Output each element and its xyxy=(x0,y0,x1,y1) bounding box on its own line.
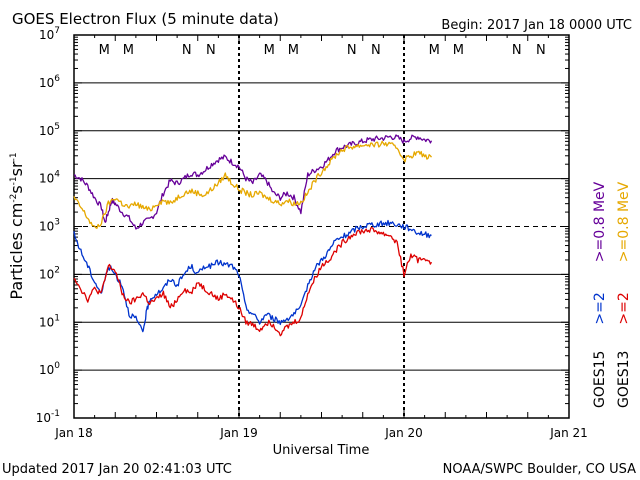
y-tick-label: 103 xyxy=(39,218,60,234)
series-line-goes15-2 xyxy=(73,219,432,333)
y-tick-label: 102 xyxy=(39,265,60,281)
x-axis-label: Universal Time xyxy=(273,443,370,458)
axis-tick-marks xyxy=(73,35,570,419)
series-line-goes13-0-8-mev xyxy=(73,140,433,229)
y-tick-label: 104 xyxy=(39,170,60,186)
updated-timestamp: Updated 2017 Jan 20 02:41:03 UTC xyxy=(2,462,232,477)
series-line-goes13-2 xyxy=(73,226,433,337)
x-tick-label: Jan 21 xyxy=(549,426,588,440)
legend: GOES15 >=2 >=0.8 MeV GOES13 >=2 >=0.8 MeV xyxy=(592,181,632,408)
mn-marker: M xyxy=(123,43,134,58)
mn-marker: N xyxy=(371,43,381,58)
legend-goes13-row: GOES13 >=2 >=0.8 MeV xyxy=(616,181,632,408)
legend-goes15-high-label: >=0.8 MeV xyxy=(592,181,608,262)
mn-marker: M xyxy=(264,43,275,58)
y-axis-label: Particles cm-2s-1sr-1 xyxy=(7,152,26,299)
begin-time-label: Begin: 2017 Jan 18 0000 UTC xyxy=(441,18,632,33)
horizontal-gridlines xyxy=(74,82,569,371)
legend-goes13-low-label: >=2 xyxy=(616,292,632,324)
y-tick-label: 105 xyxy=(39,122,60,138)
mn-marker: N xyxy=(206,43,216,58)
y-tick-label: 107 xyxy=(39,26,60,42)
mn-marker: M xyxy=(288,43,299,58)
mn-marker: N xyxy=(347,43,357,58)
series-line-goes15-0-8-mev xyxy=(73,134,433,230)
legend-goes15-row: GOES15 >=2 >=0.8 MeV xyxy=(592,181,608,408)
mn-marker: N xyxy=(182,43,192,58)
flux-series xyxy=(73,134,433,337)
chart-title: GOES Electron Flux (5 minute data) xyxy=(12,10,279,28)
mn-marker: N xyxy=(512,43,522,58)
y-tick-labels: 107 106 105 104 103 102 101 100 10-1 xyxy=(36,26,61,425)
legend-goes15-low-label: >=2 xyxy=(592,292,608,324)
y-tick-label: 106 xyxy=(39,74,60,90)
mn-marker: N xyxy=(536,43,546,58)
mn-marker: M xyxy=(453,43,464,58)
x-tick-label: Jan 18 xyxy=(54,426,93,440)
credit-label: NOAA/SWPC Boulder, CO USA xyxy=(443,462,636,477)
legend-goes13-label: GOES13 xyxy=(616,351,632,408)
y-tick-label: 101 xyxy=(39,313,60,329)
y-tick-label: 100 xyxy=(39,361,60,377)
legend-goes15-label: GOES15 xyxy=(592,351,608,408)
x-tick-labels: Jan 18 Jan 19 Jan 20 Jan 21 xyxy=(54,426,588,440)
day-boundary-lines xyxy=(238,35,405,418)
x-tick-label: Jan 19 xyxy=(219,426,258,440)
legend-goes13-high-label: >=0.8 MeV xyxy=(616,181,632,262)
x-tick-label: Jan 20 xyxy=(384,426,423,440)
y-tick-label: 10-1 xyxy=(36,409,60,425)
mn-marker: M xyxy=(429,43,440,58)
mn-marker: M xyxy=(99,43,110,58)
